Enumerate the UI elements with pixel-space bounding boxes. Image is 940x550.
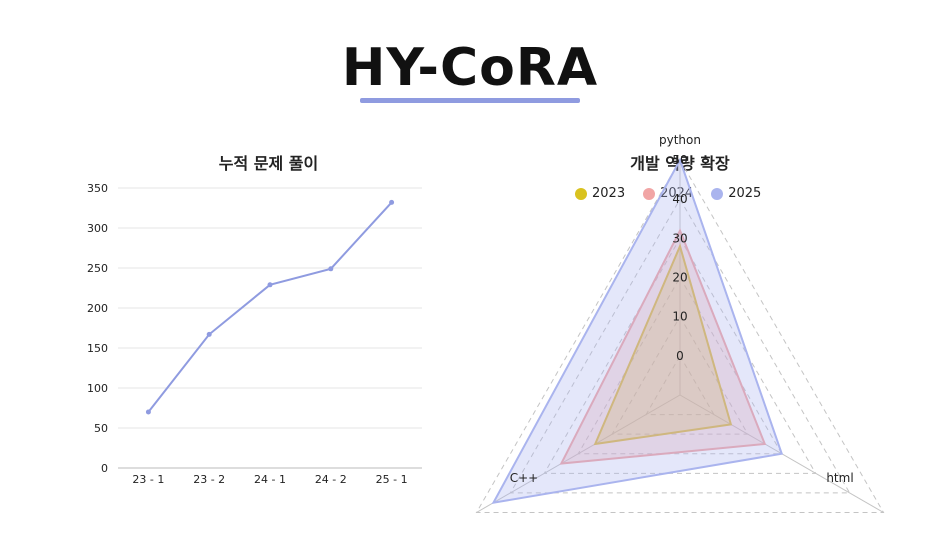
x-tick-label: 25 - 1 (376, 473, 408, 486)
x-tick-label: 23 - 1 (132, 473, 164, 486)
radar-series-2025 (491, 157, 784, 505)
y-tick-label: 250 (87, 262, 108, 275)
y-tick-label: 300 (87, 222, 108, 235)
legend-label-2023: 2023 (592, 186, 626, 201)
y-tick-label: 200 (87, 302, 108, 315)
radar-tick-label: 30 (672, 231, 687, 245)
x-tick-label: 24 - 1 (254, 473, 286, 486)
radar-spoke (476, 394, 681, 513)
radar-axis-label-python: python (659, 133, 701, 147)
data-point (328, 266, 334, 272)
radar-tick-label: 10 (672, 310, 687, 324)
legend-item-2024[interactable]: 2024 (643, 186, 693, 201)
y-tick-label: 100 (87, 382, 108, 395)
radar-tick-label: 40 (672, 192, 687, 206)
data-point (267, 282, 273, 288)
y-tick-label: 50 (94, 422, 108, 435)
radar-grid-ring (645, 354, 715, 416)
legend-label-2025: 2025 (728, 186, 762, 201)
radar-axis-label-html: html (826, 471, 853, 485)
series-line (147, 201, 393, 413)
data-point (389, 199, 395, 205)
y-tick-label: 150 (87, 342, 108, 355)
radar-tick-label: 20 (672, 271, 687, 285)
data-point (206, 331, 212, 337)
title-underline (360, 98, 580, 103)
radar-series-2024 (559, 228, 767, 465)
legend-item-2023[interactable]: 2023 (575, 186, 625, 201)
y-tick-label: 0 (101, 462, 108, 475)
radar-grid-ring (509, 198, 851, 494)
radar-grid-ring (475, 159, 885, 513)
legend-swatch-2025 (711, 187, 724, 200)
radar-axis-label-C++: C++ (510, 471, 539, 485)
y-tick-label: 350 (87, 182, 108, 195)
legend-swatch-2023 (575, 187, 587, 200)
page-title: HY-CoRA (341, 38, 599, 98)
radar-series-2023 (593, 243, 733, 446)
legend-item-2025[interactable]: 2025 (711, 186, 761, 201)
x-tick-label: 24 - 2 (315, 473, 347, 486)
radar-legend: 2023 2024 2025 (575, 186, 761, 201)
legend-swatch-2024 (643, 187, 656, 200)
legend-label-2024: 2024 (660, 186, 694, 201)
radar-grid-ring (611, 315, 749, 435)
x-tick-label: 23 - 2 (193, 473, 225, 486)
line-chart-title: 누적 문제 풀이 (218, 154, 319, 173)
data-point (145, 409, 151, 415)
radar-tick-label: 0 (676, 349, 684, 363)
radar-tick-label: 50 (672, 153, 687, 167)
